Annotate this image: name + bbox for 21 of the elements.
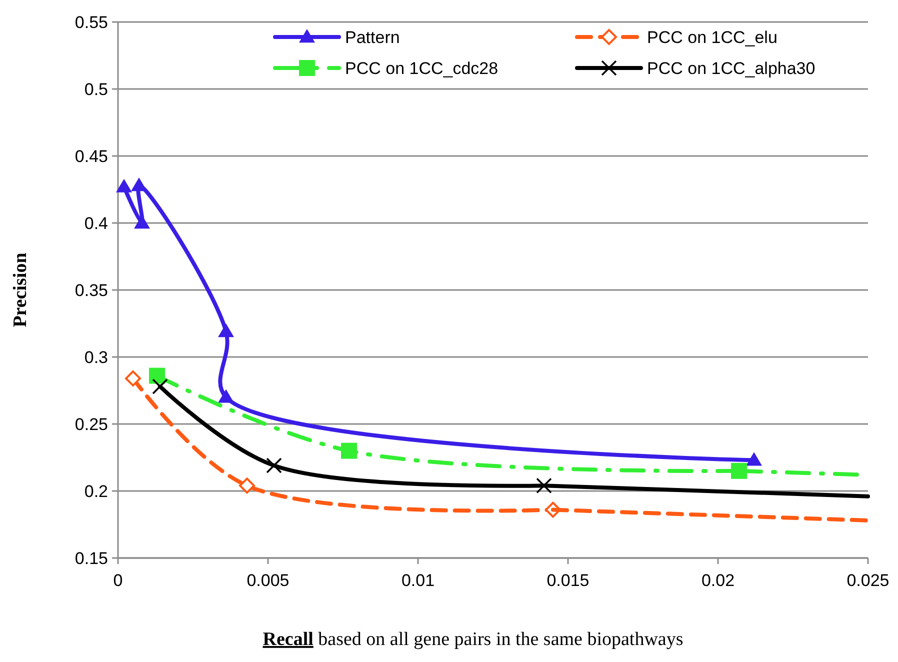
y-tick-label: 0.4	[84, 214, 108, 233]
legend-label: PCC on 1CC_elu	[647, 28, 778, 47]
x-tick-label: 0.005	[246, 571, 290, 590]
x-axis-title: Recall based on all gene pairs in the same biopathways	[262, 629, 684, 650]
y-tick-label: 0.15	[74, 548, 108, 568]
y-axis-title: Precision	[10, 252, 31, 328]
y-tick-label: 0.25	[74, 414, 108, 434]
y-tick-label: 0.35	[74, 280, 108, 300]
x-tick-label: 0.02	[701, 571, 735, 590]
legend-label: PCC on 1CC_cdc28	[345, 58, 498, 78]
x-tick-label: 0	[113, 571, 123, 590]
x-tick-label: 0.015	[546, 571, 590, 590]
y-tick-label: 0.55	[74, 12, 108, 32]
legend-label: PCC on 1CC_alpha30	[647, 58, 816, 78]
y-tick-label: 0.5	[84, 80, 108, 99]
y-tick-label: 0.3	[84, 348, 108, 367]
y-tick-label: 0.45	[74, 146, 108, 166]
x-tick-label: 0.025	[846, 571, 890, 590]
x-tick-label: 0.01	[401, 571, 435, 590]
y-tick-label: 0.2	[84, 482, 108, 501]
legend-label: Pattern	[345, 28, 400, 47]
